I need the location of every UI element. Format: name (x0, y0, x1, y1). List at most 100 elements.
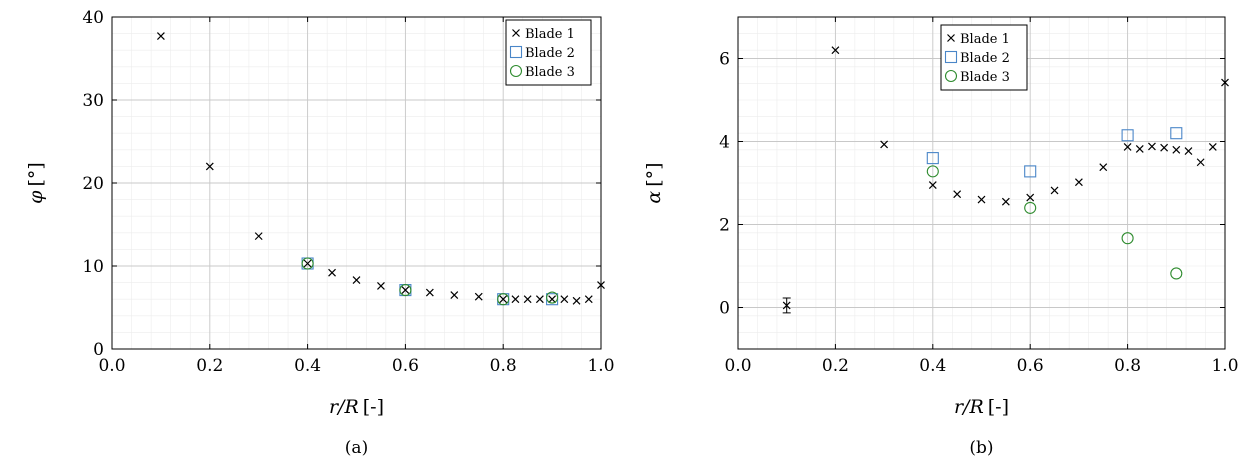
point-square-b (1170, 127, 1183, 140)
point-x-a (328, 268, 336, 277)
legend-marker (509, 45, 523, 59)
y-tick-label: 6 (719, 50, 730, 70)
legend-label: Blade 2 (525, 46, 575, 61)
point-x-a (156, 32, 165, 41)
point-x-a (352, 276, 361, 285)
x-tick-label: 0.2 (822, 356, 849, 376)
x-tick-label: 0.0 (98, 356, 125, 376)
point-x-b (953, 190, 962, 199)
point-x-a (584, 295, 593, 304)
y-axis-label-b: α[°] (643, 162, 665, 203)
ticks-a: 0.0 0.2 0.4 0.6 0.8 1.0 0 10 20 30 40 (82, 8, 614, 376)
point-circle-a (546, 291, 559, 304)
x-tick-label: 0.8 (490, 356, 517, 376)
point-x-a (523, 295, 532, 304)
point-circle-b (1170, 267, 1183, 280)
x-tick-label: 0.0 (724, 356, 751, 376)
ticks-b: 0.0 0.2 0.4 0.6 0.8 1.0 0 2 4 6 (719, 17, 1239, 376)
point-x-b (1050, 186, 1059, 195)
legend-label: Blade 1 (525, 27, 575, 42)
y-tick-label: 0 (719, 299, 730, 319)
legend-label: Blade 1 (960, 32, 1010, 47)
legend-marker (947, 34, 955, 42)
point-circle-b (926, 165, 939, 178)
point-circle-a (497, 293, 510, 306)
point-circle-a (399, 284, 412, 297)
point-x-b (977, 195, 986, 204)
point-x-a (548, 295, 557, 304)
point-x-b (1135, 145, 1144, 153)
y-tick-label: 2 (719, 216, 730, 236)
point-x-b (1208, 142, 1217, 151)
x-tick-label: 0.6 (1017, 356, 1044, 376)
point-x-b (1160, 143, 1169, 152)
point-x-b (1001, 197, 1010, 206)
point-square-b (926, 152, 939, 165)
legend-a: Blade 1 Blade 2 Blade 3 (505, 19, 592, 86)
point-x-b (1123, 142, 1132, 151)
series-a (156, 32, 605, 306)
plot-frame-b (737, 16, 1226, 350)
legend-box (940, 24, 1028, 91)
point-square-b (1024, 165, 1037, 178)
x-tick-label: 1.0 (1211, 356, 1238, 376)
y-tick-label: 10 (82, 257, 104, 277)
legend-marker (512, 29, 520, 37)
y-tick-label: 30 (82, 91, 104, 111)
point-circle-b (1121, 232, 1134, 245)
point-x-b (782, 301, 791, 310)
x-axis-label-a: r/R [-] (329, 396, 384, 418)
point-x-a (535, 295, 544, 304)
x-tick-label: 1.0 (587, 356, 614, 376)
point-x-a (425, 288, 434, 297)
x-tick-label: 0.4 (294, 356, 321, 376)
point-x-a (560, 295, 569, 304)
point-circle-b (1024, 201, 1037, 214)
point-x-b (1184, 147, 1193, 155)
caption-b: (b) (969, 438, 993, 458)
legend-label: Blade 3 (960, 70, 1010, 85)
point-x-b (1172, 145, 1181, 154)
point-x-a (474, 292, 483, 301)
point-x-a (511, 295, 520, 304)
legend-label: Blade 3 (525, 65, 575, 80)
x-tick-label: 0.4 (919, 356, 946, 376)
point-square-b (1121, 129, 1134, 142)
x-tick-label: 0.8 (1114, 356, 1141, 376)
point-x-a (377, 281, 385, 290)
y-tick-label: 0 (93, 340, 104, 360)
point-x-b (1196, 158, 1205, 167)
point-x-b (1074, 178, 1083, 187)
x-tick-label: 0.6 (392, 356, 419, 376)
point-x-a (572, 296, 581, 305)
legend-marker (944, 50, 958, 64)
legend-b: Blade 1 Blade 2 Blade 3 (940, 24, 1028, 91)
point-x-a (450, 291, 459, 299)
legend-label: Blade 2 (960, 51, 1010, 66)
point-x-b (1099, 163, 1108, 172)
point-x-b (880, 140, 889, 149)
point-x-a (401, 286, 410, 294)
series-b (782, 46, 1229, 314)
point-x-b (1148, 142, 1156, 151)
x-axis-label-b: r/R [-] (954, 396, 1009, 418)
point-x-a (499, 295, 508, 304)
caption-a: (a) (345, 438, 368, 458)
y-tick-label: 20 (82, 174, 104, 194)
point-x-a (254, 232, 263, 241)
point-circle-a (301, 257, 314, 270)
legend-marker (944, 69, 958, 83)
point-x-a (303, 259, 312, 268)
legend-marker (509, 64, 523, 78)
point-x-b (1026, 193, 1035, 202)
y-tick-label: 4 (719, 133, 730, 153)
y-tick-label: 40 (82, 8, 104, 28)
chart-panel-b: 0.0 0.2 0.4 0.6 0.8 1.0 0 2 4 6 r/R [-] α[°] Blade… (643, 16, 1239, 458)
y-axis-label-a: φ[°] (25, 162, 47, 204)
point-x-b (928, 181, 937, 189)
point-x-b (831, 46, 840, 55)
x-tick-label: 0.2 (196, 356, 223, 376)
point-x-a (205, 162, 214, 171)
